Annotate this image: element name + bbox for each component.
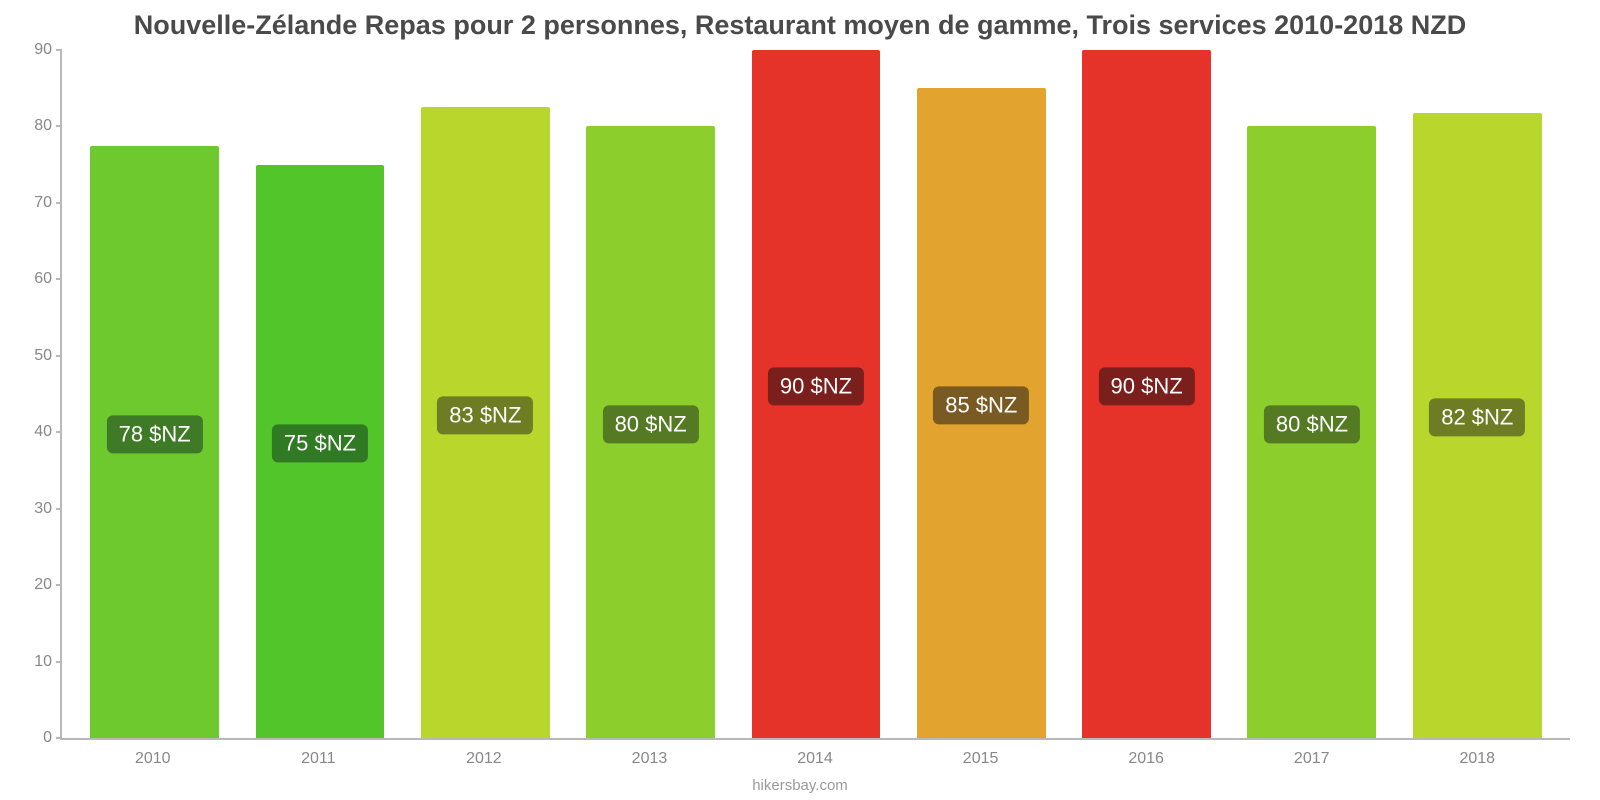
chart-title: Nouvelle-Zélande Repas pour 2 personnes,… [0,0,1600,47]
x-tick-label: 2018 [1395,750,1561,768]
bar: 78 $NZ [90,146,219,738]
y-tick-mark [56,661,62,663]
bar-slot: 83 $NZ [403,50,568,738]
y-tick-mark [56,431,62,433]
x-tick-label: 2015 [898,750,1064,768]
y-tick-mark [56,49,62,51]
bar-slot: 90 $NZ [733,50,898,738]
bars-container: 78 $NZ 75 $NZ 83 $NZ 80 $NZ 90 $NZ 85 $NZ 90 $… [62,50,1570,738]
chart-area: 78 $NZ 75 $NZ 83 $NZ 80 $NZ 90 $NZ 85 $NZ 90 $… [60,50,1570,740]
bar-slot: 75 $NZ [237,50,402,738]
bar-value-label: 80 $NZ [1264,406,1360,444]
bar: 90 $NZ [752,50,881,738]
attribution-text: hikersbay.com [0,777,1600,794]
bar-slot: 82 $NZ [1395,50,1560,738]
bar-value-label: 80 $NZ [603,406,699,444]
bar: 90 $NZ [1082,50,1211,738]
y-tick-mark [56,355,62,357]
bar-value-label: 90 $NZ [768,367,864,405]
bar-value-label: 83 $NZ [437,396,533,434]
x-tick-label: 2014 [732,750,898,768]
y-tick-mark [56,202,62,204]
bar-slot: 80 $NZ [568,50,733,738]
bar-slot: 78 $NZ [72,50,237,738]
y-tick-mark [56,584,62,586]
bar-slot: 90 $NZ [1064,50,1229,738]
bar-value-label: 85 $NZ [933,387,1029,425]
x-tick-label: 2012 [401,750,567,768]
x-tick-label: 2013 [567,750,733,768]
bar: 75 $NZ [256,165,385,738]
y-tick-mark [56,737,62,739]
bar-value-label: 75 $NZ [272,425,368,463]
y-tick-mark [56,508,62,510]
plot-region: 78 $NZ 75 $NZ 83 $NZ 80 $NZ 90 $NZ 85 $NZ 90 $… [60,50,1570,740]
y-tick-mark [56,278,62,280]
x-tick-label: 2010 [70,750,236,768]
x-tick-label: 2016 [1063,750,1229,768]
bar-value-label: 90 $NZ [1099,367,1195,405]
x-axis-labels: 201020112012201320142015201620172018 [60,740,1570,768]
bar: 85 $NZ [917,88,1046,738]
bar: 83 $NZ [421,107,550,738]
bar-slot: 85 $NZ [899,50,1064,738]
bar-value-label: 82 $NZ [1429,399,1525,437]
x-tick-label: 2011 [236,750,402,768]
bar: 80 $NZ [1247,126,1376,738]
bar: 80 $NZ [586,126,715,738]
x-tick-label: 2017 [1229,750,1395,768]
y-tick-mark [56,125,62,127]
bar-slot: 80 $NZ [1229,50,1394,738]
bar-value-label: 78 $NZ [107,415,203,453]
bar: 82 $NZ [1413,113,1542,738]
